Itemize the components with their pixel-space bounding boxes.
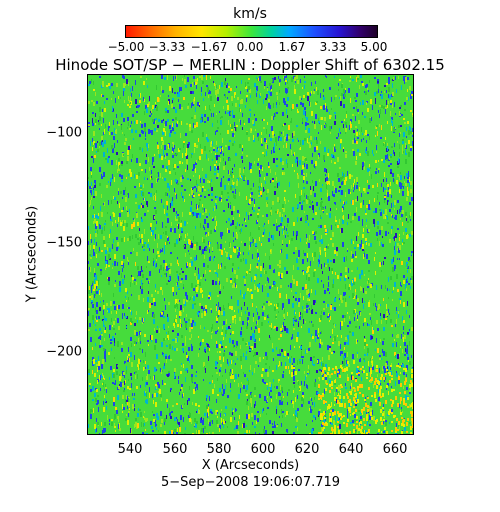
x-axis-label: X (Arcseconds)	[201, 458, 300, 473]
colorbar-tick: 5.00	[360, 40, 388, 54]
observation-timestamp: 5−Sep−2008 19:06:07.719	[160, 475, 341, 490]
colorbar-tick: −5.00	[107, 40, 145, 54]
colorbar-unit-label: km/s	[233, 6, 267, 22]
x-tick-label: 580	[206, 442, 232, 457]
doppler-map-canvas	[88, 75, 413, 434]
x-tick-label: 620	[294, 442, 320, 457]
x-tick-label: 640	[338, 442, 364, 457]
plot-title: Hinode SOT/SP − MERLIN : Doppler Shift o…	[55, 56, 445, 74]
x-tick-label: 660	[382, 442, 408, 457]
y-tick-label: −100	[46, 125, 82, 141]
x-tick-label: 600	[250, 442, 276, 457]
colorbar-tick: 0.00	[236, 40, 264, 54]
colorbar-tick: −3.33	[148, 40, 186, 54]
x-tick-label: 540	[117, 442, 143, 457]
colorbar-tick: 1.67	[278, 40, 306, 54]
colorbar-tick: 3.33	[319, 40, 347, 54]
colorbar-tick: −1.67	[190, 40, 228, 54]
doppler-map	[87, 74, 414, 435]
y-tick-label: −150	[46, 235, 82, 251]
y-tick-label: −200	[46, 344, 82, 360]
colorbar	[125, 25, 378, 38]
y-axis-label: Y (Arcseconds)	[24, 205, 40, 303]
x-tick-label: 560	[162, 442, 188, 457]
